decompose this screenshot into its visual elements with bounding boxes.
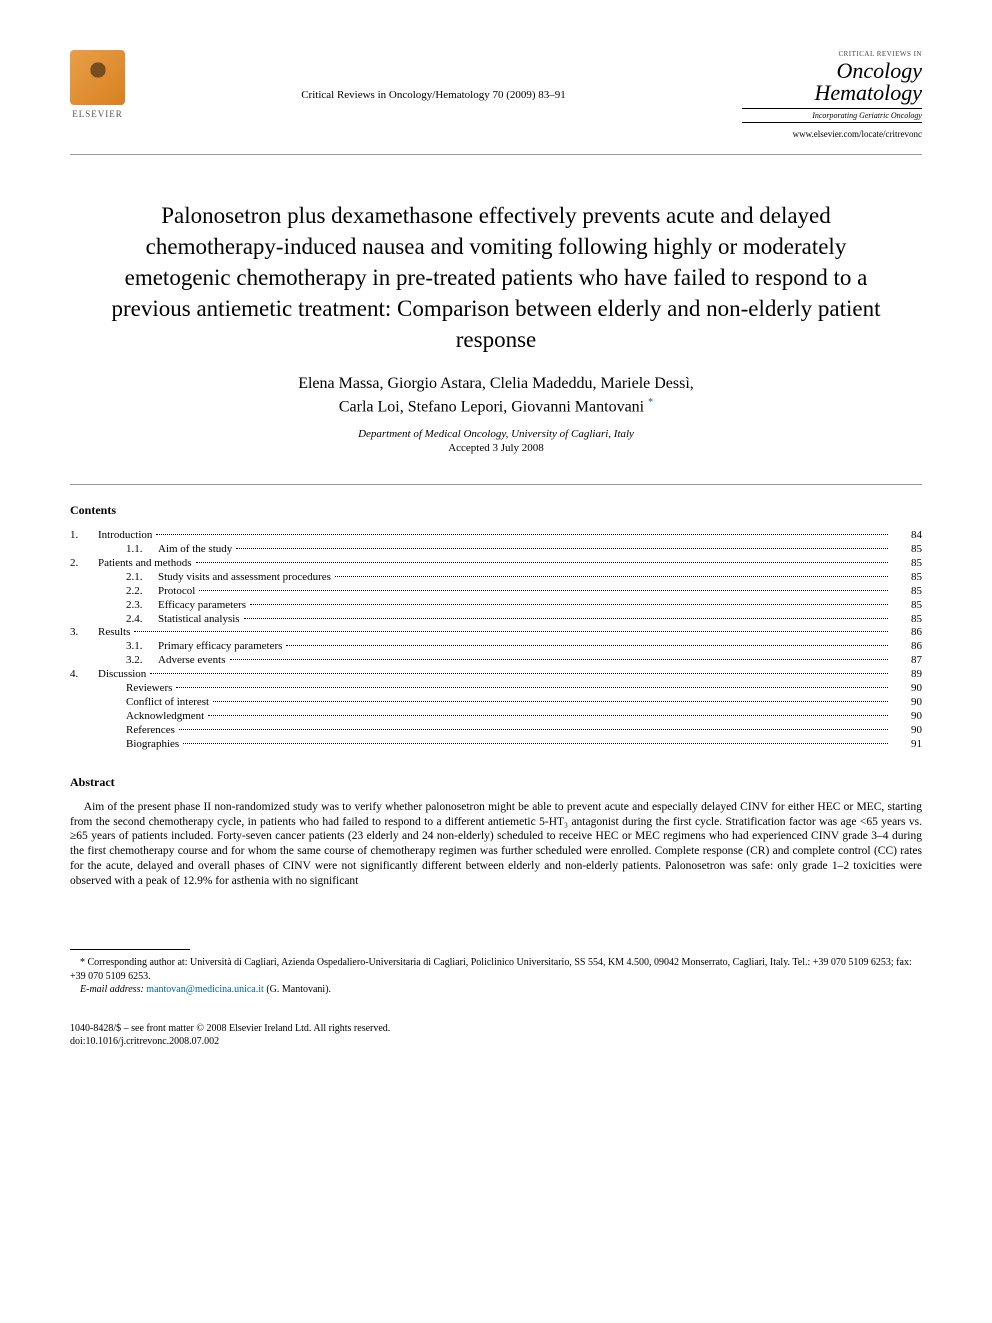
journal-masthead: CRITICAL REVIEWS IN Oncology Hematology … xyxy=(742,50,922,139)
accepted-date: Accepted 3 July 2008 xyxy=(70,442,922,454)
toc-page: 86 xyxy=(892,626,922,638)
toc-page: 85 xyxy=(892,557,922,569)
toc-subnumber: 3.1. xyxy=(98,640,158,652)
toc-subnumber: 2.1. xyxy=(98,571,158,583)
doi: doi:10.1016/j.critrevonc.2008.07.002 xyxy=(70,1035,922,1049)
authors: Elena Massa, Giorgio Astara, Clelia Made… xyxy=(70,373,922,418)
journal-supertitle: CRITICAL REVIEWS IN xyxy=(742,50,922,58)
corresponding-marker-icon: * xyxy=(648,397,653,408)
toc-label: Reviewers xyxy=(126,682,172,694)
toc-number: 1. xyxy=(70,529,98,541)
toc-page: 90 xyxy=(892,696,922,708)
table-of-contents: 1.Introduction841.1.Aim of the study852.… xyxy=(70,528,922,749)
toc-page: 90 xyxy=(892,682,922,694)
elsevier-tree-icon xyxy=(70,50,125,105)
footnotes: * Corresponding author at: Università di… xyxy=(70,956,922,997)
abstract-heading: Abstract xyxy=(70,775,922,790)
toc-page: 89 xyxy=(892,668,922,680)
toc-label: Results xyxy=(98,626,130,638)
toc-label: Efficacy parameters xyxy=(158,599,246,611)
toc-page: 91 xyxy=(892,738,922,750)
toc-leader-dots xyxy=(335,567,888,577)
publisher-name: ELSEVIER xyxy=(72,109,123,119)
toc-page: 85 xyxy=(892,613,922,625)
toc-page: 90 xyxy=(892,724,922,736)
toc-number: 3. xyxy=(70,626,98,638)
journal-subtitle: Incorporating Geriatric Oncology xyxy=(742,109,922,123)
toc-label: References xyxy=(126,724,175,736)
toc-label: Protocol xyxy=(158,585,195,597)
divider xyxy=(70,484,922,485)
copyright-line1: 1040-8428/$ – see front matter © 2008 El… xyxy=(70,1022,922,1036)
toc-page: 85 xyxy=(892,599,922,611)
toc-number: 2. xyxy=(70,557,98,569)
toc-subnumber: 1.1. xyxy=(98,543,158,555)
toc-leader-dots xyxy=(150,664,888,674)
toc-leader-dots xyxy=(244,609,888,619)
toc-label: Discussion xyxy=(98,668,146,680)
toc-leader-dots xyxy=(236,539,888,549)
toc-page: 90 xyxy=(892,710,922,722)
toc-leader-dots xyxy=(134,623,888,633)
abstract-body: Aim of the present phase II non-randomiz… xyxy=(70,800,922,890)
toc-leader-dots xyxy=(208,706,888,716)
corresponding-author-note: * Corresponding author at: Università di… xyxy=(70,956,922,983)
toc-label: Biographies xyxy=(126,738,179,750)
header: ELSEVIER Critical Reviews in Oncology/He… xyxy=(70,50,922,155)
email-address[interactable]: mantovan@medicina.unica.it xyxy=(146,984,264,995)
journal-title-line1: Oncology xyxy=(742,60,922,82)
citation: Critical Reviews in Oncology/Hematology … xyxy=(301,89,566,101)
email-attribution: (G. Mantovani). xyxy=(264,984,331,995)
toc-subnumber: 3.2. xyxy=(98,654,158,666)
toc-number: 4. xyxy=(70,668,98,680)
toc-label: Patients and methods xyxy=(98,557,192,569)
toc-page: 85 xyxy=(892,571,922,583)
toc-leader-dots xyxy=(156,525,888,535)
toc-page: 87 xyxy=(892,654,922,666)
toc-leader-dots xyxy=(183,734,888,744)
publisher-logo: ELSEVIER xyxy=(70,50,125,119)
email-label: E-mail address: xyxy=(80,984,144,995)
toc-leader-dots xyxy=(250,595,888,605)
copyright: 1040-8428/$ – see front matter © 2008 El… xyxy=(70,1022,922,1049)
toc-leader-dots xyxy=(213,692,888,702)
toc-page: 86 xyxy=(892,640,922,652)
toc-subnumber: 2.3. xyxy=(98,599,158,611)
toc-leader-dots xyxy=(199,581,888,591)
contents-heading: Contents xyxy=(70,503,922,518)
email-line: E-mail address: mantovan@medicina.unica.… xyxy=(70,983,922,997)
toc-page: 84 xyxy=(892,529,922,541)
footnote-separator xyxy=(70,949,190,950)
article-title: Palonosetron plus dexamethasone effectiv… xyxy=(70,200,922,355)
toc-leader-dots xyxy=(176,678,888,688)
toc-page: 85 xyxy=(892,585,922,597)
toc-leader-dots xyxy=(196,553,889,563)
toc-leader-dots xyxy=(286,636,888,646)
toc-leader-dots xyxy=(179,720,888,730)
toc-label: Introduction xyxy=(98,529,152,541)
affiliation: Department of Medical Oncology, Universi… xyxy=(70,428,922,440)
journal-url: www.elsevier.com/locate/critrevonc xyxy=(742,129,922,139)
toc-row: Biographies 91 xyxy=(70,737,922,750)
toc-page: 85 xyxy=(892,543,922,555)
journal-title-line2: Hematology xyxy=(742,82,922,109)
toc-leader-dots xyxy=(230,650,888,660)
toc-subnumber: 2.2. xyxy=(98,585,158,597)
authors-line1: Elena Massa, Giorgio Astara, Clelia Made… xyxy=(298,375,694,392)
authors-line2: Carla Loi, Stefano Lepori, Giovanni Mant… xyxy=(339,398,644,415)
toc-label: Conflict of interest xyxy=(126,696,209,708)
